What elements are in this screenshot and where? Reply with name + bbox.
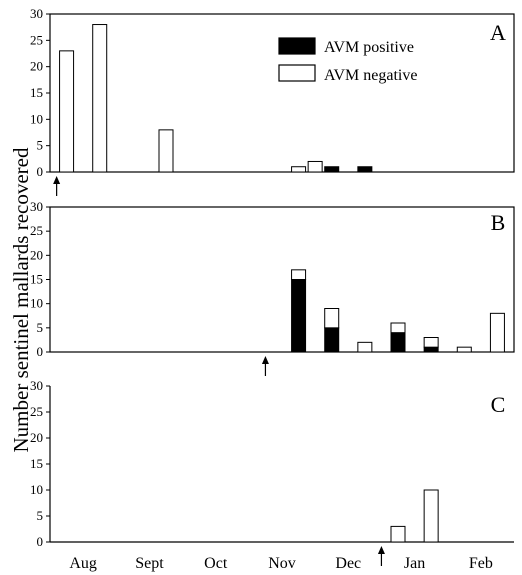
y-tick-label: 5	[37, 320, 44, 335]
panel-letter: A	[490, 20, 506, 45]
bar-avm-positive	[324, 166, 340, 173]
legend-label-negative: AVM negative	[324, 67, 417, 84]
bar-avm-positive	[357, 166, 373, 173]
legend-swatch-negative	[278, 64, 316, 82]
bar-avm-positive	[291, 279, 307, 353]
y-tick-label: 30	[30, 199, 43, 214]
y-tick-label: 10	[30, 482, 43, 497]
y-tick-label: 10	[30, 111, 43, 126]
y-tick-label: 25	[30, 404, 43, 419]
release-arrow-head	[261, 356, 269, 364]
bar-avm-negative	[59, 50, 75, 173]
x-tick-label-month: Jan	[404, 555, 425, 572]
panel-b: 0 5 10 15 20 25 30 B	[30, 199, 515, 376]
bar-avm-positive	[390, 332, 406, 353]
y-tick-label: 0	[37, 344, 44, 359]
y-axis-label: Number sentinel mallards recovered	[9, 147, 33, 452]
y-tick-label: 15	[30, 456, 43, 471]
bar-avm-negative	[456, 346, 472, 353]
x-tick-label-month: Feb	[469, 555, 493, 572]
bar-avm-negative	[92, 24, 108, 173]
legend-swatch-positive	[278, 37, 316, 55]
y-tick-label: 20	[30, 59, 43, 74]
release-arrow-head	[53, 176, 61, 184]
y-tick-label: 25	[30, 32, 43, 47]
x-tick-label-month: Dec	[335, 555, 361, 572]
y-tick-label: 25	[30, 223, 43, 238]
bar-avm-negative	[489, 312, 505, 353]
bar-avm-positive	[324, 327, 340, 353]
panel-letter: B	[491, 210, 506, 235]
bar-avm-negative	[307, 160, 323, 173]
y-tick-label: 30	[30, 6, 43, 21]
panel-letter: C	[491, 392, 506, 417]
bar-avm-negative	[324, 308, 340, 329]
bar-avm-negative	[291, 269, 307, 281]
y-tick-label: 0	[37, 164, 44, 179]
x-tick-label-month: Oct	[204, 555, 228, 572]
month-labels: Aug Sept Oct Nov Dec Jan Feb	[69, 555, 492, 572]
y-tick-label: 0	[37, 534, 44, 549]
legend-label-positive: AVM positive	[324, 39, 414, 56]
y-tick-label: 5	[37, 508, 44, 523]
y-tick-label: 20	[30, 247, 43, 262]
y-tick-label: 20	[30, 430, 43, 445]
y-tick-label: 15	[30, 272, 43, 287]
bar-avm-negative	[390, 322, 406, 334]
panel-a: 0 5 10 15 20 25 30 A	[30, 6, 515, 196]
bar-avm-negative	[357, 341, 373, 353]
bar-avm-negative	[291, 166, 307, 173]
x-tick-label-month: Nov	[268, 555, 296, 572]
plot-frame	[49, 206, 515, 353]
legend: AVM positive AVM negative	[278, 37, 417, 84]
release-arrow-head	[377, 546, 385, 554]
panel-c: 0 5 10 15 20 25 30 C	[30, 378, 514, 566]
bar-avm-negative	[390, 525, 406, 543]
y-tick-label: 15	[30, 85, 43, 100]
x-tick-label-month: Aug	[69, 555, 97, 572]
y-tick-label: 5	[37, 138, 44, 153]
bar-avm-positive	[423, 346, 439, 353]
bar-avm-negative	[423, 337, 439, 348]
y-tick-label: 30	[30, 378, 43, 393]
bar-avm-negative	[158, 129, 174, 173]
x-tick-label-month: Sept	[135, 555, 164, 572]
bar-avm-negative	[423, 489, 439, 543]
y-tick-label: 10	[30, 296, 43, 311]
